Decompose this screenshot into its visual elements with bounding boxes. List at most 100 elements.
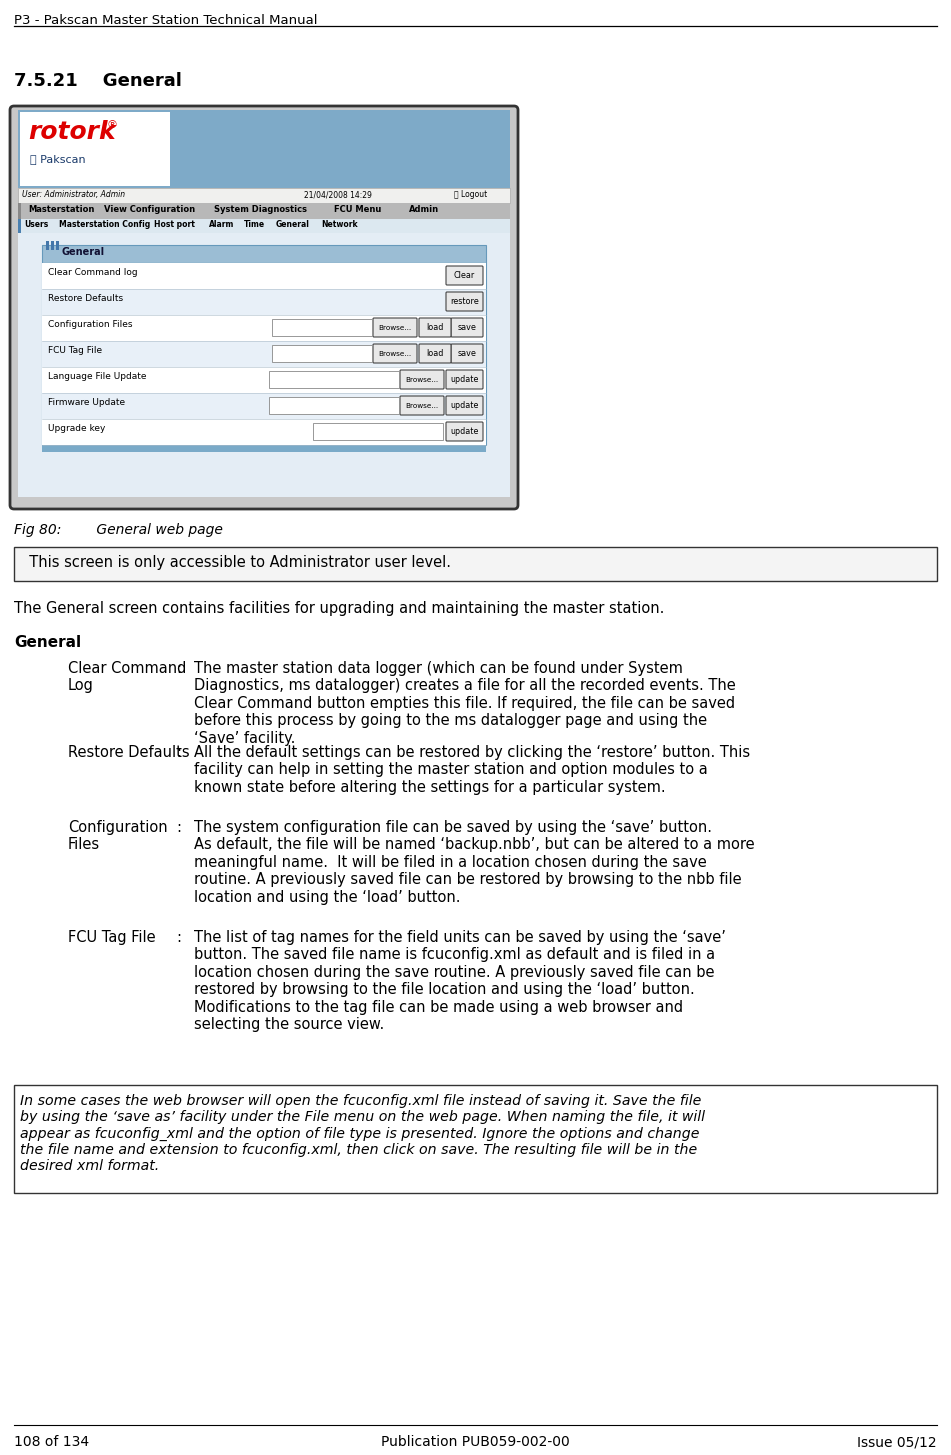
FancyBboxPatch shape	[446, 422, 483, 441]
Bar	[269, 397, 399, 415]
Bar	[18, 233, 510, 498]
Text: Host port: Host port	[154, 220, 195, 228]
Text: The General screen contains facilities for upgrading and maintaining the master : The General screen contains facilities f…	[14, 601, 665, 615]
Text: update: update	[451, 426, 478, 436]
Text: update: update	[451, 375, 478, 384]
Text: The list of tag names for the field units can be saved by using the ‘save’
butto: The list of tag names for the field unit…	[194, 930, 726, 1032]
Bar	[18, 111, 510, 188]
FancyBboxPatch shape	[446, 396, 483, 415]
Text: Publication PUB059-002-00: Publication PUB059-002-00	[380, 1435, 570, 1449]
Bar	[272, 319, 372, 336]
Text: View Configuration: View Configuration	[104, 205, 195, 214]
Bar	[18, 220, 510, 233]
Text: Masterstation: Masterstation	[28, 205, 94, 214]
Text: 21/04/2008 14:29: 21/04/2008 14:29	[304, 191, 372, 199]
Bar	[14, 1085, 937, 1193]
FancyBboxPatch shape	[446, 370, 483, 388]
Text: Issue 05/12: Issue 05/12	[858, 1435, 937, 1449]
Text: General: General	[62, 247, 106, 258]
Text: update: update	[451, 402, 478, 410]
Bar	[18, 220, 21, 233]
FancyBboxPatch shape	[451, 319, 483, 338]
Bar	[42, 263, 486, 445]
Text: 🔒 Logout: 🔒 Logout	[454, 191, 487, 199]
Text: FCU Tag File: FCU Tag File	[48, 346, 102, 355]
Text: General: General	[14, 634, 81, 650]
Text: FCU Tag File: FCU Tag File	[68, 930, 156, 944]
Text: Users: Users	[24, 220, 49, 228]
Bar	[42, 419, 486, 445]
Bar	[42, 445, 486, 453]
Text: General: General	[276, 220, 310, 228]
Text: The system configuration file can be saved by using the ‘save’ button.
As defaul: The system configuration file can be sav…	[194, 821, 755, 905]
Text: Masterstation Config: Masterstation Config	[59, 220, 150, 228]
Text: User: Administrator, Admin: User: Administrator, Admin	[22, 191, 126, 199]
Text: Admin: Admin	[409, 205, 439, 214]
Text: Browse...: Browse...	[405, 403, 438, 409]
Bar	[313, 423, 443, 439]
FancyBboxPatch shape	[451, 343, 483, 362]
Bar	[272, 345, 372, 362]
Text: In some cases the web browser will open the fcuconfig.xml file instead of saving: In some cases the web browser will open …	[20, 1094, 705, 1173]
Bar	[42, 263, 486, 290]
Text: save: save	[457, 323, 476, 332]
Text: Browse...: Browse...	[405, 377, 438, 383]
Text: Fig 80:        General web page: Fig 80: General web page	[14, 522, 223, 537]
FancyBboxPatch shape	[419, 343, 451, 362]
Text: The master station data logger (which can be found under System
Diagnostics, ms : The master station data logger (which ca…	[194, 661, 736, 745]
Text: Clear: Clear	[454, 271, 476, 279]
FancyBboxPatch shape	[400, 370, 444, 388]
Bar	[20, 112, 170, 186]
Text: save: save	[457, 349, 476, 358]
FancyBboxPatch shape	[400, 396, 444, 415]
Text: restore: restore	[450, 297, 479, 306]
Text: P3 - Pakscan Master Station Technical Manual: P3 - Pakscan Master Station Technical Ma…	[14, 15, 318, 28]
Text: Configuration Files: Configuration Files	[48, 320, 132, 329]
Text: :: :	[176, 821, 181, 835]
Bar	[42, 340, 486, 367]
Bar	[51, 242, 54, 250]
Text: System Diagnostics: System Diagnostics	[214, 205, 307, 214]
Bar	[14, 547, 937, 581]
Text: Upgrade key: Upgrade key	[48, 423, 106, 434]
Text: 108 of 134: 108 of 134	[14, 1435, 89, 1449]
Bar	[46, 242, 49, 250]
Bar	[18, 204, 510, 220]
Text: Firmware Update: Firmware Update	[48, 399, 126, 407]
FancyBboxPatch shape	[373, 343, 417, 362]
FancyBboxPatch shape	[10, 106, 518, 509]
Bar	[56, 242, 59, 250]
Text: :: :	[176, 661, 181, 677]
Text: All the default settings can be restored by clicking the ‘restore’ button. This
: All the default settings can be restored…	[194, 745, 750, 794]
FancyBboxPatch shape	[446, 266, 483, 285]
Text: FCU Menu: FCU Menu	[334, 205, 381, 214]
FancyBboxPatch shape	[419, 319, 451, 338]
Text: Browse...: Browse...	[378, 324, 412, 330]
Bar	[42, 393, 486, 419]
Text: load: load	[426, 349, 444, 358]
Text: Restore Defaults: Restore Defaults	[68, 745, 189, 760]
Text: Clear Command log: Clear Command log	[48, 268, 138, 276]
Text: Alarm: Alarm	[209, 220, 234, 228]
Text: Clear Command
Log: Clear Command Log	[68, 661, 186, 694]
Text: Browse...: Browse...	[378, 351, 412, 356]
Bar	[18, 188, 510, 204]
FancyBboxPatch shape	[373, 319, 417, 338]
Text: Language File Update: Language File Update	[48, 372, 146, 381]
Bar	[269, 371, 399, 388]
Bar	[42, 367, 486, 393]
Text: ®: ®	[106, 119, 117, 129]
Text: :: :	[176, 745, 181, 760]
Bar	[18, 204, 21, 220]
Text: :: :	[176, 930, 181, 944]
Text: load: load	[426, 323, 444, 332]
Bar	[42, 290, 486, 314]
Text: Restore Defaults: Restore Defaults	[48, 294, 123, 303]
Text: rotork: rotork	[28, 119, 116, 144]
Text: 7.5.21    General: 7.5.21 General	[14, 71, 182, 90]
Text: Time: Time	[244, 220, 265, 228]
Bar	[42, 314, 486, 340]
Text: Network: Network	[321, 220, 358, 228]
Text: This screen is only accessible to Administrator user level.: This screen is only accessible to Admini…	[20, 554, 451, 570]
Text: Ⓟ Pakscan: Ⓟ Pakscan	[30, 154, 86, 164]
